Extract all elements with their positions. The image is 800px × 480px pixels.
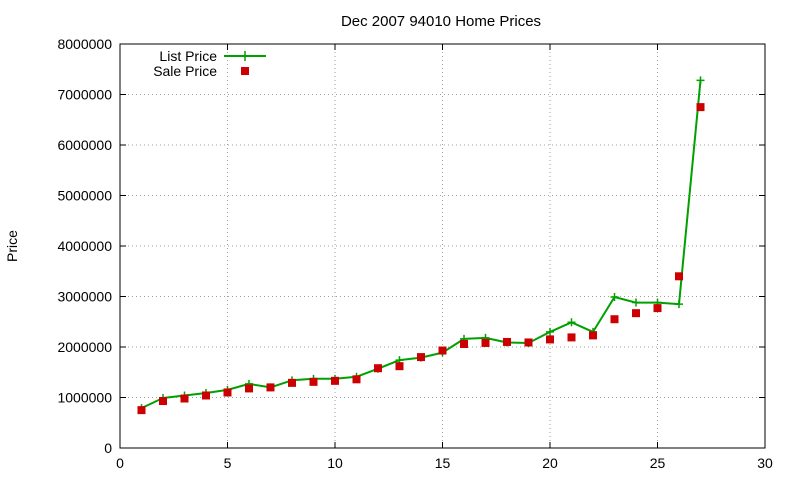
- sale-price-point-5: [245, 384, 253, 393]
- sale-price-point-18: [524, 338, 533, 347]
- sale-price-point-7: [288, 378, 296, 387]
- sale-price-point-20: [567, 333, 576, 342]
- sale-price-point-9: [331, 376, 339, 385]
- sale-price-point-21: [589, 331, 597, 340]
- list-price-point-20: [567, 318, 576, 327]
- legend: List Price Sale Price: [153, 48, 266, 79]
- legend-marker-sale-price: [241, 67, 249, 75]
- sale-price-point-16: [481, 338, 490, 347]
- list-price-point-22: [610, 293, 619, 302]
- y-tick-label-0: 0: [104, 440, 112, 456]
- sale-price-point-14: [438, 346, 447, 355]
- sale-price-point-4: [223, 388, 232, 397]
- chart-title: Dec 2007 94010 Home Prices: [341, 13, 541, 30]
- x-tick-label-5: 25: [650, 455, 666, 471]
- legend-marker-list-price: [240, 51, 250, 61]
- x-tick-label-0: 0: [116, 455, 124, 471]
- sale-price-point-8: [309, 377, 318, 386]
- series-layer: [137, 76, 705, 415]
- y-tick-label-8: 8000000: [57, 36, 112, 52]
- sale-price-point-13: [417, 353, 425, 362]
- y-tick-label-3: 3000000: [57, 289, 112, 305]
- list-price-point-25: [675, 300, 683, 309]
- sale-price-point-1: [159, 397, 167, 406]
- sale-price-point-0: [137, 406, 146, 415]
- sale-price-point-6: [266, 383, 275, 392]
- sale-price-point-12: [395, 362, 404, 371]
- sale-price-point-17: [503, 337, 511, 346]
- x-tick-label-1: 5: [224, 455, 232, 471]
- sale-price-point-2: [180, 394, 189, 403]
- list-price-point-26: [696, 76, 705, 85]
- list-price-point-19: [546, 327, 554, 336]
- sale-price-point-3: [202, 391, 210, 400]
- grid: [120, 44, 765, 448]
- list-price-point-23: [632, 298, 640, 307]
- sale-price-point-15: [460, 339, 468, 348]
- x-tick-label-4: 20: [542, 455, 558, 471]
- legend-label-list-price: List Price: [159, 48, 217, 64]
- axes: 0 5 10 15 20 25 30 0 1000000 2000000 3000000 400000…: [57, 36, 773, 471]
- legend-label-sale-price: Sale Price: [153, 63, 217, 79]
- sale-price-point-19: [546, 335, 554, 344]
- y-tick-label-7: 7000000: [57, 87, 112, 103]
- sale-price-point-22: [610, 315, 619, 324]
- sale-price-point-23: [632, 309, 640, 318]
- sale-price-point-25: [675, 272, 683, 281]
- y-tick-label-5: 5000000: [57, 188, 112, 204]
- sale-price-point-10: [352, 375, 361, 384]
- y-axis-label: Price: [4, 230, 20, 262]
- y-tick-label-2: 2000000: [57, 339, 112, 355]
- sale-price-point-11: [374, 364, 382, 373]
- x-tick-label-6: 30: [757, 455, 773, 471]
- y-tick-label-4: 4000000: [57, 238, 112, 254]
- x-tick-label-3: 15: [435, 455, 451, 471]
- sale-price-point-26: [696, 103, 705, 112]
- y-tick-label-1: 1000000: [57, 390, 112, 406]
- x-tick-label-2: 10: [327, 455, 343, 471]
- sale-price-point-24: [653, 304, 662, 313]
- y-tick-label-6: 6000000: [57, 137, 112, 153]
